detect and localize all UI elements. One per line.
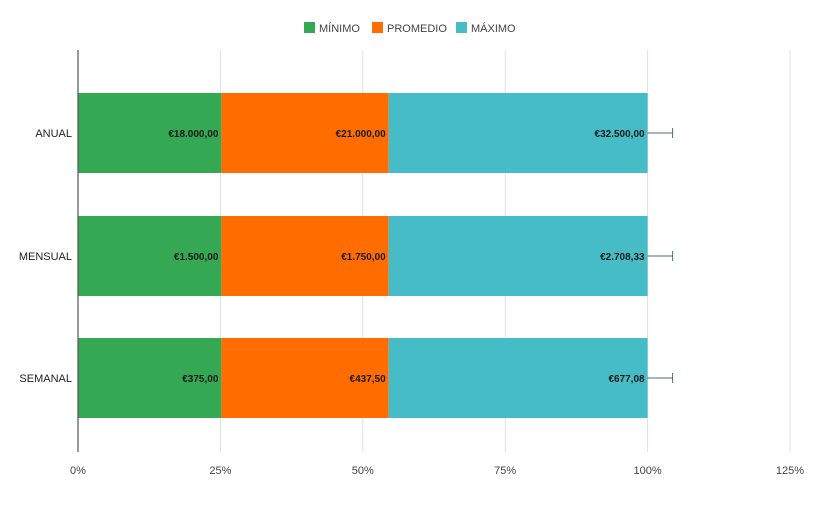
x-tick-label: 100% xyxy=(634,465,662,477)
data-label: €32.500,00 xyxy=(595,129,645,140)
legend-swatch xyxy=(456,22,467,33)
data-label: €437,50 xyxy=(350,374,387,385)
data-label: €2.708,33 xyxy=(600,252,645,263)
x-tick-label: 0% xyxy=(70,465,86,477)
x-tick-label: 25% xyxy=(209,465,231,477)
data-label: €1.750,00 xyxy=(341,252,386,263)
bar-segment xyxy=(78,93,222,173)
data-label: €375,00 xyxy=(182,374,219,385)
legend-swatch xyxy=(372,22,383,33)
bar-segment xyxy=(221,93,389,173)
bar-segment xyxy=(388,338,648,418)
category-label: SEMANAL xyxy=(19,373,72,385)
x-tick-label: 75% xyxy=(494,465,516,477)
bar-segment xyxy=(78,216,222,296)
data-label: €18.000,00 xyxy=(168,129,218,140)
data-label: €1.500,00 xyxy=(174,252,219,263)
legend-label: MÍNIMO xyxy=(319,22,360,35)
legend-label: MÁXIMO xyxy=(471,22,516,35)
category-label: ANUAL xyxy=(35,128,72,140)
legend-swatch xyxy=(304,22,315,33)
category-label: MENSUAL xyxy=(19,251,72,263)
bar-segment xyxy=(388,93,648,173)
bar-segment xyxy=(388,216,648,296)
x-tick-label: 125% xyxy=(776,465,804,477)
bar-segment xyxy=(221,338,389,418)
legend-label: PROMEDIO xyxy=(387,23,447,35)
bar-segment xyxy=(221,216,389,296)
x-tick-label: 50% xyxy=(352,465,374,477)
data-label: €677,08 xyxy=(608,374,645,385)
bar-segment xyxy=(78,338,222,418)
data-label: €21.000,00 xyxy=(336,129,386,140)
